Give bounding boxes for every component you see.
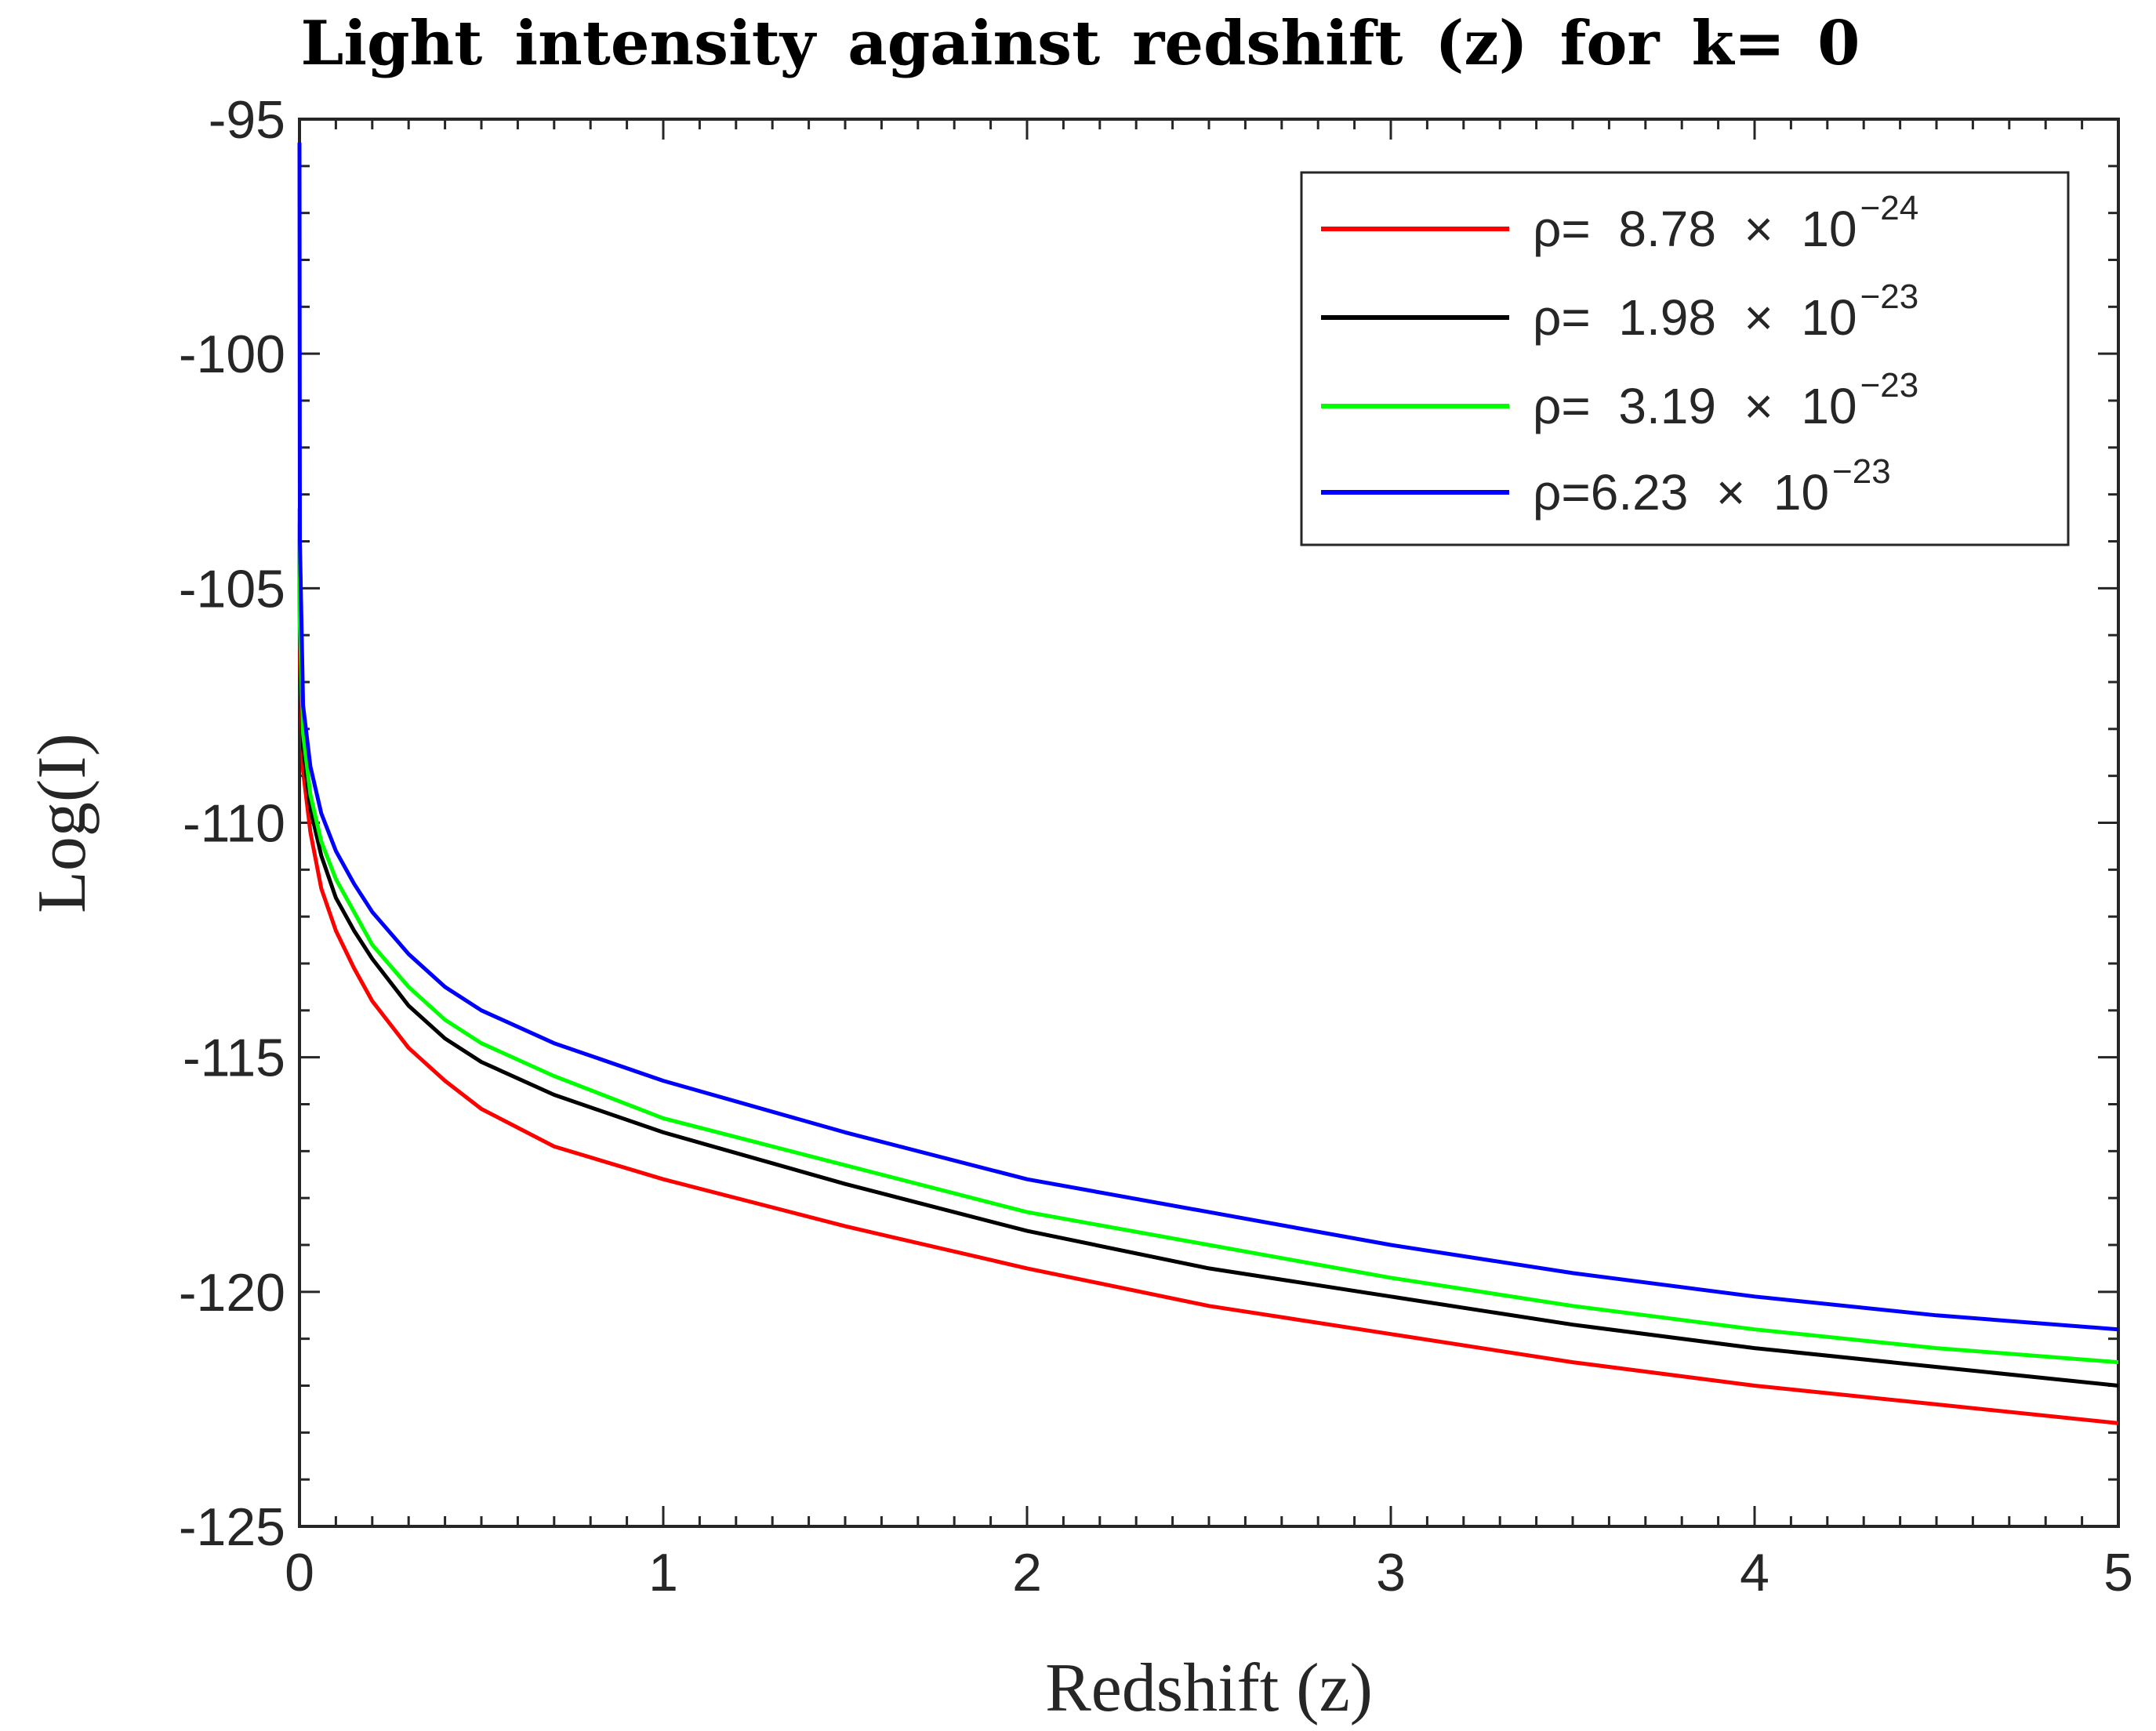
legend-label-2: ρ= 1.98 × 10 xyxy=(1533,289,1857,346)
legend: ρ= 8.78 × 10 −24ρ= 1.98 × 10 −23ρ= 3.19 × … xyxy=(1300,171,2070,546)
series-line-1 xyxy=(297,541,2119,1425)
y-tick-label: -95 xyxy=(209,90,285,150)
x-tick-label: 1 xyxy=(648,1543,678,1602)
chart-title: Light intensity against redshift (z) for… xyxy=(301,8,1860,79)
y-tick-label: -100 xyxy=(179,325,285,384)
y-axis-ticks: -95 -100 -105 -110 -115 -120 -125 xyxy=(179,90,2118,1557)
x-tick-label: 5 xyxy=(2103,1543,2133,1602)
x-axis-label: Redshift (z) xyxy=(1045,1650,1373,1726)
y-axis-label: Log(I) xyxy=(24,733,100,913)
y-tick-label: -110 xyxy=(183,794,285,854)
x-tick-label: 4 xyxy=(1740,1543,1769,1602)
y-tick-label: -120 xyxy=(179,1263,285,1323)
x-tick-label: 0 xyxy=(285,1543,314,1602)
legend-box xyxy=(1300,171,2070,546)
x-axis-ticks: 0 1 2 3 4 5 xyxy=(285,119,2133,1602)
series-line-4 xyxy=(297,142,2119,1332)
x-tick-label: 2 xyxy=(1012,1543,1042,1602)
legend-exponent-3: −23 xyxy=(1860,366,1919,405)
y-tick-label: -125 xyxy=(179,1497,285,1557)
y-tick-label: -115 xyxy=(183,1029,285,1088)
x-tick-label: 3 xyxy=(1376,1543,1406,1602)
y-tick-label: -105 xyxy=(179,559,285,619)
legend-exponent-1: −24 xyxy=(1860,189,1919,227)
legend-exponent-2: −23 xyxy=(1860,278,1919,316)
series-line-2 xyxy=(297,522,2119,1388)
legend-label-3: ρ= 3.19 × 10 xyxy=(1533,378,1857,434)
series-lines xyxy=(297,142,2119,1425)
legend-label-1: ρ= 8.78 × 10 xyxy=(1533,201,1857,257)
series-line-3 xyxy=(297,508,2119,1365)
legend-label-4: ρ=6.23 × 10 xyxy=(1533,464,1829,521)
legend-exponent-4: −23 xyxy=(1832,452,1891,491)
